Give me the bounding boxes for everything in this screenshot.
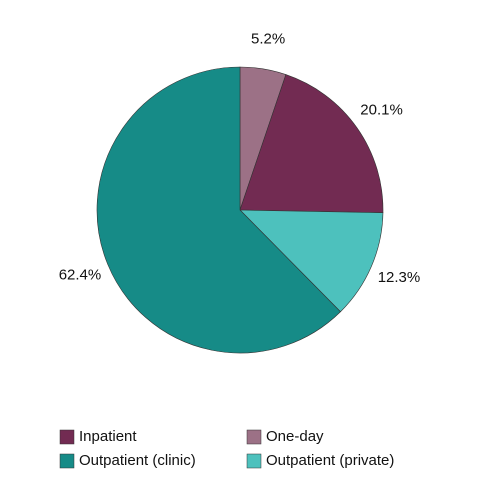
legend-label: Inpatient xyxy=(79,428,137,445)
data-label: 12.3% xyxy=(378,269,421,286)
legend-swatch xyxy=(246,453,262,469)
legend-swatch xyxy=(246,429,262,445)
legend-swatch xyxy=(59,429,75,445)
legend-swatch xyxy=(59,453,75,469)
pie-slice xyxy=(239,74,384,214)
legend-label: Outpatient (private) xyxy=(266,452,394,469)
data-label: 20.1% xyxy=(360,101,403,118)
data-label: 62.4% xyxy=(59,267,102,284)
pie-slice xyxy=(239,209,384,313)
legend-label: Outpatient (clinic) xyxy=(79,452,196,469)
data-label: 5.2% xyxy=(251,30,285,47)
pie-slice xyxy=(96,66,341,354)
legend-label: One-day xyxy=(266,428,324,445)
